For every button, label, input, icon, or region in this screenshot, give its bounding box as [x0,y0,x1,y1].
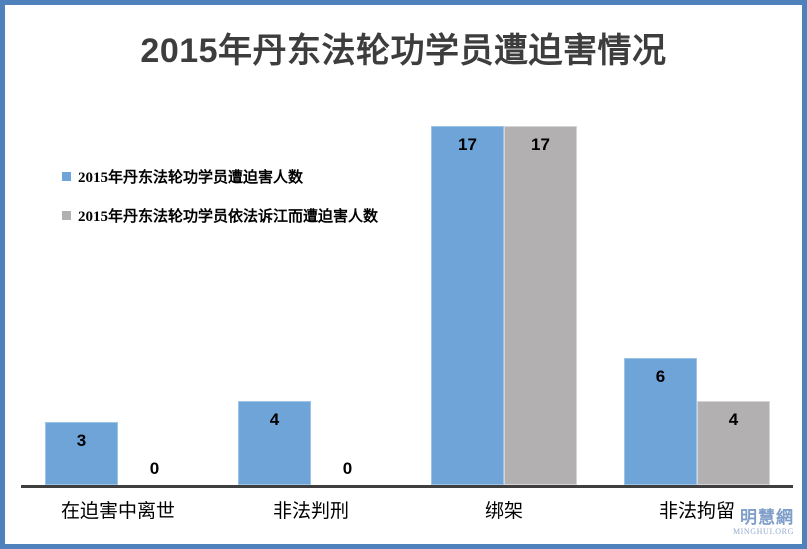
legend-item: 2015年丹东法轮功学员遭迫害人数 [62,167,378,186]
bar-value-label: 17 [458,135,477,154]
bar-value-label: 4 [269,410,280,429]
legend-item-label: 2015年丹东法轮功学员遭迫害人数 [78,169,304,186]
bar-value-label: 6 [655,367,666,386]
category-label: 非法拘留 [658,501,735,522]
bar-value-label: 0 [342,459,353,478]
chart-title: 2015年丹东法轮功学员遭迫害情况 [140,32,667,70]
x-axis-line [21,485,793,488]
legend-swatch [62,171,71,181]
legend-item: 2015年丹东法轮功学员依法诉江而遭迫害人数 [62,206,379,225]
minghui-watermark: 明慧網 MINGHUI.ORG [733,509,794,536]
minghui-logo-cjk: 明慧網 [740,508,794,527]
bar: 4 [697,401,770,485]
category-label: 在迫害中离世 [60,501,175,522]
bar: 4 [238,401,311,485]
bar: 17 [431,126,504,485]
plot-area: 3 0 4 0 17 17 6 4 [5,5,802,544]
category-label: 非法判刑 [272,501,349,522]
legend-item-label: 2015年丹东法轮功学员依法诉江而遭迫害人数 [78,208,379,225]
minghui-logo-latin: MINGHUI.ORG [732,527,794,536]
category-label: 绑架 [484,501,523,522]
legend: 2015年丹东法轮功学员遭迫害人数 2015年丹东法轮功学员依法诉江而遭迫害人数 [62,167,378,245]
bar: 17 [504,126,577,485]
bar: 6 [624,358,697,485]
legend-swatch [62,210,71,220]
bar-value-label: 17 [531,135,550,154]
bar: 3 [45,422,118,485]
bar-value-label: 3 [76,431,87,450]
bar-value-label: 4 [728,410,739,429]
bar-value-label: 0 [149,459,160,478]
